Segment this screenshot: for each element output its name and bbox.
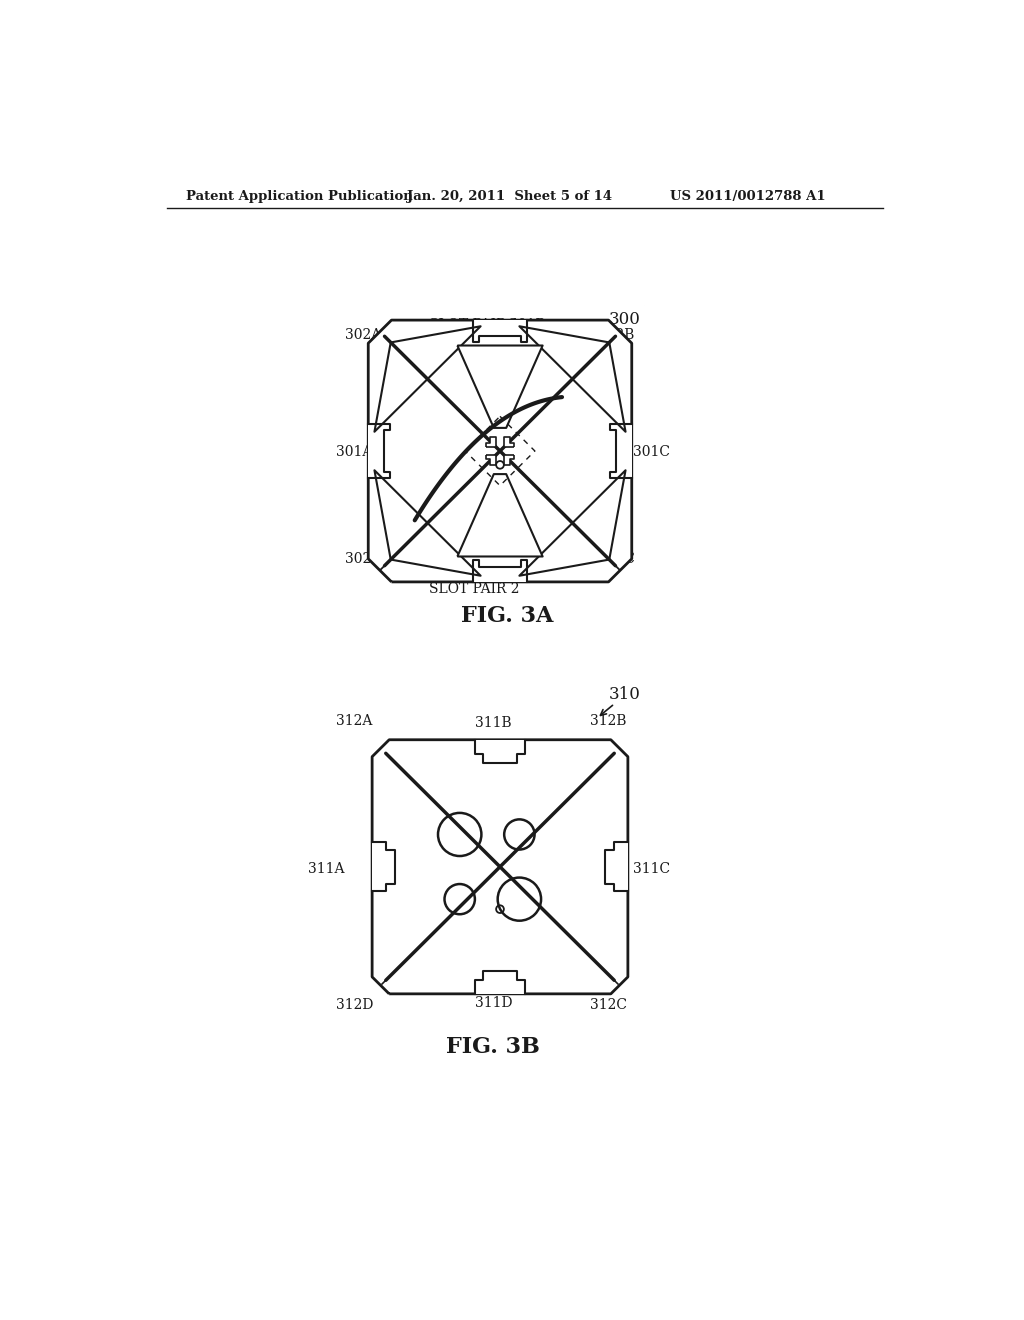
Polygon shape <box>504 455 514 465</box>
Text: 311A: 311A <box>308 862 344 876</box>
Polygon shape <box>372 739 628 994</box>
Polygon shape <box>473 321 527 342</box>
Text: 300: 300 <box>608 312 640 327</box>
Text: 301D: 301D <box>504 552 542 566</box>
Text: 302A: 302A <box>345 329 381 342</box>
Polygon shape <box>519 470 626 576</box>
Text: SLOT PAIR 1: SLOT PAIR 1 <box>429 318 519 333</box>
Text: 311D: 311D <box>475 997 513 1010</box>
Text: 301C: 301C <box>633 445 671 458</box>
Text: 301B: 301B <box>509 318 546 333</box>
Text: SLOT PAIR 2: SLOT PAIR 2 <box>429 582 519 595</box>
Polygon shape <box>458 346 543 428</box>
Polygon shape <box>519 326 626 432</box>
Text: 310: 310 <box>608 686 640 704</box>
Text: 311B: 311B <box>475 717 512 730</box>
Polygon shape <box>473 561 527 582</box>
Text: 312C: 312C <box>590 998 627 1012</box>
Polygon shape <box>475 739 524 763</box>
Text: FIG. 3B: FIG. 3B <box>445 1036 540 1059</box>
Text: Patent Application Publication: Patent Application Publication <box>186 190 413 203</box>
Polygon shape <box>610 424 632 478</box>
Text: 312B: 312B <box>590 714 627 729</box>
Polygon shape <box>504 437 514 447</box>
Text: 301A: 301A <box>336 445 372 458</box>
Polygon shape <box>604 842 628 891</box>
Text: 312D: 312D <box>336 998 373 1012</box>
Polygon shape <box>369 424 390 478</box>
Text: Jan. 20, 2011  Sheet 5 of 14: Jan. 20, 2011 Sheet 5 of 14 <box>407 190 612 203</box>
Polygon shape <box>369 321 632 582</box>
Polygon shape <box>475 970 524 994</box>
Polygon shape <box>458 474 543 557</box>
Text: FIG. 3A: FIG. 3A <box>461 605 554 627</box>
Polygon shape <box>372 842 395 891</box>
Text: 302B: 302B <box>598 329 634 342</box>
Polygon shape <box>486 437 496 447</box>
Polygon shape <box>375 326 480 432</box>
Text: 312A: 312A <box>336 714 372 729</box>
Polygon shape <box>486 455 496 465</box>
Text: 302C: 302C <box>598 552 635 566</box>
Text: 311C: 311C <box>633 862 671 876</box>
Polygon shape <box>375 470 480 576</box>
Text: US 2011/0012788 A1: US 2011/0012788 A1 <box>671 190 826 203</box>
Text: 302D: 302D <box>345 552 382 566</box>
